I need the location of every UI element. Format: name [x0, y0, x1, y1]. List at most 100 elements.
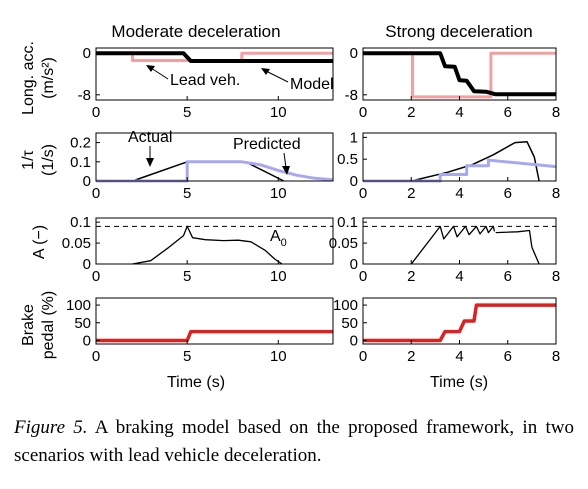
- lead-veh-label: Lead veh.: [170, 72, 240, 89]
- x-tick-label: 2: [407, 104, 415, 121]
- column-title-strong: Strong deceleration: [385, 22, 532, 41]
- y-tick-label: 0: [350, 173, 358, 190]
- x-tick-label: 0: [359, 348, 367, 365]
- row-ylabel-a: A (−): [31, 225, 48, 259]
- brake-pedal-line: [96, 329, 333, 343]
- y-tick-label: 0: [83, 332, 91, 349]
- x-tick-label: 8: [552, 104, 560, 121]
- y-tick-label: 0.5: [337, 151, 358, 168]
- y-tick-label: -8: [345, 87, 358, 104]
- row-ylabel-brake: Brake pedal (%): [20, 291, 57, 359]
- x-tick-label: 8: [552, 348, 560, 365]
- y-tick-label: 1: [350, 129, 358, 146]
- annotations: Lead veh. Model Actual Predicted A0: [128, 65, 334, 249]
- axes-frame: [362, 217, 557, 265]
- predicted-line: [363, 158, 557, 183]
- y-tick-label: 0.05: [62, 235, 91, 252]
- x-tick-label: 5: [183, 104, 191, 121]
- ylabel-tau-line2: (1/s): [40, 144, 57, 176]
- a-line: [410, 225, 496, 265]
- axes-frame: [95, 217, 334, 265]
- column-title-moderate: Moderate deceleration: [111, 22, 280, 41]
- row-ylabel-acc: Long. acc. (m/s²): [20, 41, 57, 115]
- y-tick-label: 0.1: [337, 214, 358, 231]
- x-tick-label: 0: [92, 348, 100, 365]
- predicted-line: [96, 160, 334, 183]
- figure-caption: Figure 5. A braking model based on the p…: [14, 414, 574, 470]
- ylabel-tau-line1: 1/τ: [20, 149, 37, 169]
- x-tick-label: 0: [359, 104, 367, 121]
- ylabel-acc-line2: (m/s²): [40, 57, 57, 99]
- x-tick-label: 2: [407, 268, 415, 285]
- panel-2-1: 00.050.10 2 4 6 8: [329, 214, 560, 285]
- panel-1-0: 00.10.20 5 10: [70, 132, 334, 202]
- x-tick-label: 8: [552, 268, 560, 285]
- model-line: [96, 51, 333, 63]
- ylabel-brake-line1: Brake: [20, 304, 37, 346]
- x-tick-label: 6: [504, 185, 512, 202]
- model-line: [363, 51, 556, 97]
- axes-frame: [95, 297, 334, 345]
- panel-2-0: 00.050.10 5 10: [62, 214, 334, 285]
- panel-0-1: 0-80 2 4 6 8: [345, 45, 561, 121]
- x-tick-label: 0: [92, 104, 100, 121]
- axes-frame: [362, 47, 557, 101]
- x-tick-label: 0: [359, 185, 367, 202]
- y-tick-label: 50: [74, 315, 91, 332]
- xlabel-moderate: Time (s): [167, 374, 225, 391]
- actual-line: [363, 140, 540, 182]
- y-tick-label: 100: [66, 297, 91, 314]
- a-line: [132, 225, 283, 265]
- model-arrowhead: [261, 68, 270, 75]
- y-tick-label: 0: [83, 45, 91, 62]
- x-tick-label: 4: [455, 348, 463, 365]
- y-tick-label: 0: [350, 332, 358, 349]
- axes-frame: [95, 132, 334, 182]
- ylabel-brake-line2: pedal (%): [40, 291, 57, 359]
- caption-text: A braking model based on the proposed fr…: [14, 417, 574, 466]
- predicted-arrowhead: [282, 166, 290, 175]
- a-line-tail: [495, 229, 540, 265]
- model-arrow: [265, 70, 289, 83]
- actual-label: Actual: [128, 129, 172, 146]
- x-tick-label: 6: [504, 348, 512, 365]
- figure-panels: Moderate deceleration Strong deceleratio…: [20, 22, 561, 391]
- y-tick-label: 50: [341, 315, 358, 332]
- ylabel-acc-line1: Long. acc.: [20, 41, 37, 115]
- x-tick-label: 5: [183, 268, 191, 285]
- xlabel-strong: Time (s): [430, 374, 488, 391]
- x-tick-label: 10: [270, 185, 287, 202]
- y-tick-label: 0: [350, 45, 358, 62]
- y-tick-label: 0.1: [70, 214, 91, 231]
- y-tick-label: 100: [333, 297, 358, 314]
- x-tick-label: 4: [455, 104, 463, 121]
- y-tick-label: 0: [83, 256, 91, 273]
- row-ylabel-tau: 1/τ (1/s): [20, 144, 57, 176]
- x-tick-label: 0: [92, 185, 100, 202]
- x-tick-label: 10: [270, 268, 287, 285]
- panel-0-0: 0-80 5 10: [78, 45, 334, 121]
- x-tick-label: 0: [92, 268, 100, 285]
- x-tick-label: 10: [270, 104, 287, 121]
- actual-arrowhead: [146, 158, 154, 167]
- x-tick-label: 4: [455, 185, 463, 202]
- x-tick-label: 10: [270, 348, 287, 365]
- x-tick-label: 2: [407, 348, 415, 365]
- axes-frame: [95, 47, 334, 101]
- y-tick-label: 0: [83, 173, 91, 190]
- y-tick-label: 0.2: [70, 135, 91, 152]
- y-tick-label: 0.05: [329, 235, 358, 252]
- predicted-label: Predicted: [233, 136, 301, 153]
- x-tick-label: 6: [504, 268, 512, 285]
- x-tick-label: 0: [359, 268, 367, 285]
- caption-label: Figure 5.: [14, 417, 88, 438]
- panel-1-1: 00.510 2 4 6 8: [337, 129, 560, 202]
- lead-veh-arrowhead: [146, 65, 155, 72]
- brake-pedal-line: [363, 303, 556, 343]
- y-tick-label: 0.1: [70, 154, 91, 171]
- x-tick-label: 5: [183, 348, 191, 365]
- ylabel-a-line1: A (−): [31, 225, 48, 259]
- model-label: Model: [290, 76, 334, 93]
